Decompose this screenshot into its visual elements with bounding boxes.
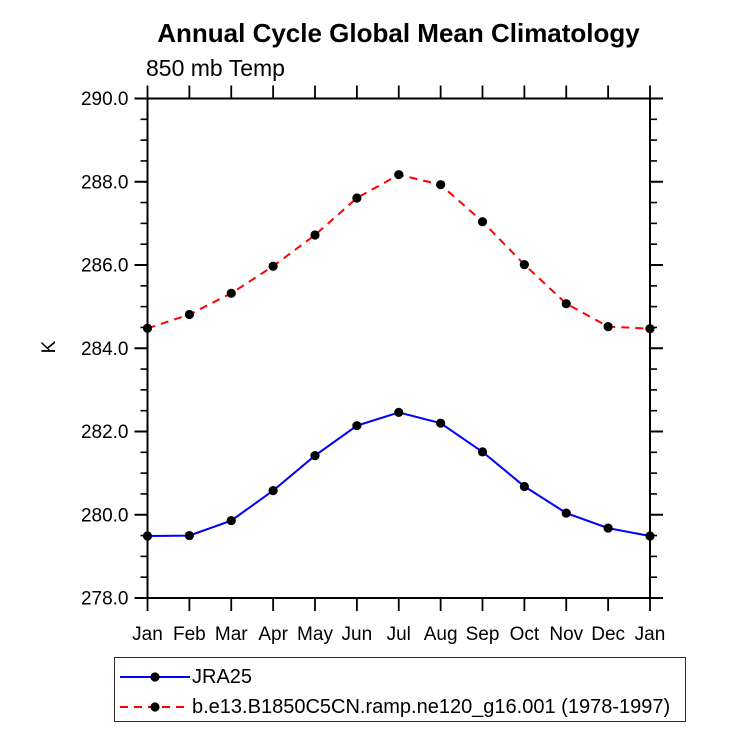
chart-title: Annual Cycle Global Mean Climatology	[157, 18, 640, 48]
data-point-series-1	[184, 309, 194, 320]
data-point-series-1	[561, 299, 571, 309]
y-tick-label: 278.0	[81, 589, 129, 610]
y-tick-label: 286.0	[81, 256, 129, 277]
x-tick-label: Nov	[549, 624, 583, 645]
data-point-series-1	[645, 324, 655, 334]
data-point-series-0	[519, 481, 529, 492]
data-point-series-1	[394, 170, 404, 180]
data-point-series-0	[603, 523, 613, 533]
data-point-series-0	[394, 407, 404, 417]
y-tick-label: 290.0	[81, 89, 129, 110]
legend-label-model: b.e13.B1850C5CN.ramp.ne120_g16.001 (1978…	[192, 696, 671, 718]
x-tick-label: Aug	[424, 624, 458, 645]
data-point-series-0	[436, 418, 446, 428]
legend-entry-model: b.e13.B1850C5CN.ramp.ne120_g16.001 (1978…	[118, 696, 670, 718]
x-tick-label: Jul	[387, 624, 411, 645]
series-line-0	[147, 411, 651, 537]
data-point-series-0	[268, 486, 278, 496]
data-point-series-1	[268, 261, 278, 271]
series-line-1	[147, 173, 651, 330]
x-tick-label: Jan	[635, 624, 666, 645]
data-point-series-1	[310, 230, 320, 240]
data-point-series-0	[352, 421, 362, 431]
legend-entry-jra25: JRA25	[118, 666, 252, 688]
data-point-series-0	[184, 530, 194, 541]
y-tick-label: 282.0	[81, 422, 129, 443]
x-tick-label: Jan	[132, 624, 163, 645]
data-point-series-1	[436, 180, 446, 190]
data-point-series-0	[310, 451, 320, 461]
chart-subtitle: 850 mb Temp	[146, 55, 285, 81]
data-point-series-0	[561, 508, 571, 518]
x-tick-label: Jun	[342, 624, 373, 645]
data-point-series-1	[603, 322, 613, 332]
data-point-series-1	[226, 288, 236, 298]
x-tick-label: May	[297, 624, 333, 645]
x-tick-label: Oct	[510, 624, 540, 645]
data-point-series-0	[226, 515, 236, 526]
x-tick-label: Sep	[466, 624, 500, 645]
legend-box: JRA25 b.e13.B1850C5CN.ramp.ne120_g16.001…	[114, 657, 686, 722]
x-tick-label: Mar	[215, 624, 248, 645]
x-tick-label: Feb	[173, 624, 206, 645]
plot-frame	[146, 97, 651, 599]
y-tick-label: 280.0	[81, 505, 129, 526]
legend-label-jra25: JRA25	[192, 666, 253, 688]
y-tick-label: 284.0	[81, 339, 129, 360]
legend-line-sample-dashed	[120, 702, 190, 712]
data-point-series-0	[477, 447, 488, 457]
legend-line-sample-solid	[120, 672, 190, 682]
data-point-series-1	[142, 323, 153, 333]
data-point-series-1	[519, 259, 529, 270]
data-point-series-1	[477, 217, 488, 227]
y-tick-label: 288.0	[81, 172, 129, 193]
x-tick-label: Apr	[258, 624, 288, 645]
data-point-series-1	[352, 193, 362, 203]
data-point-series-0	[645, 531, 655, 541]
x-tick-label: Dec	[591, 624, 625, 645]
data-point-series-0	[142, 531, 153, 541]
